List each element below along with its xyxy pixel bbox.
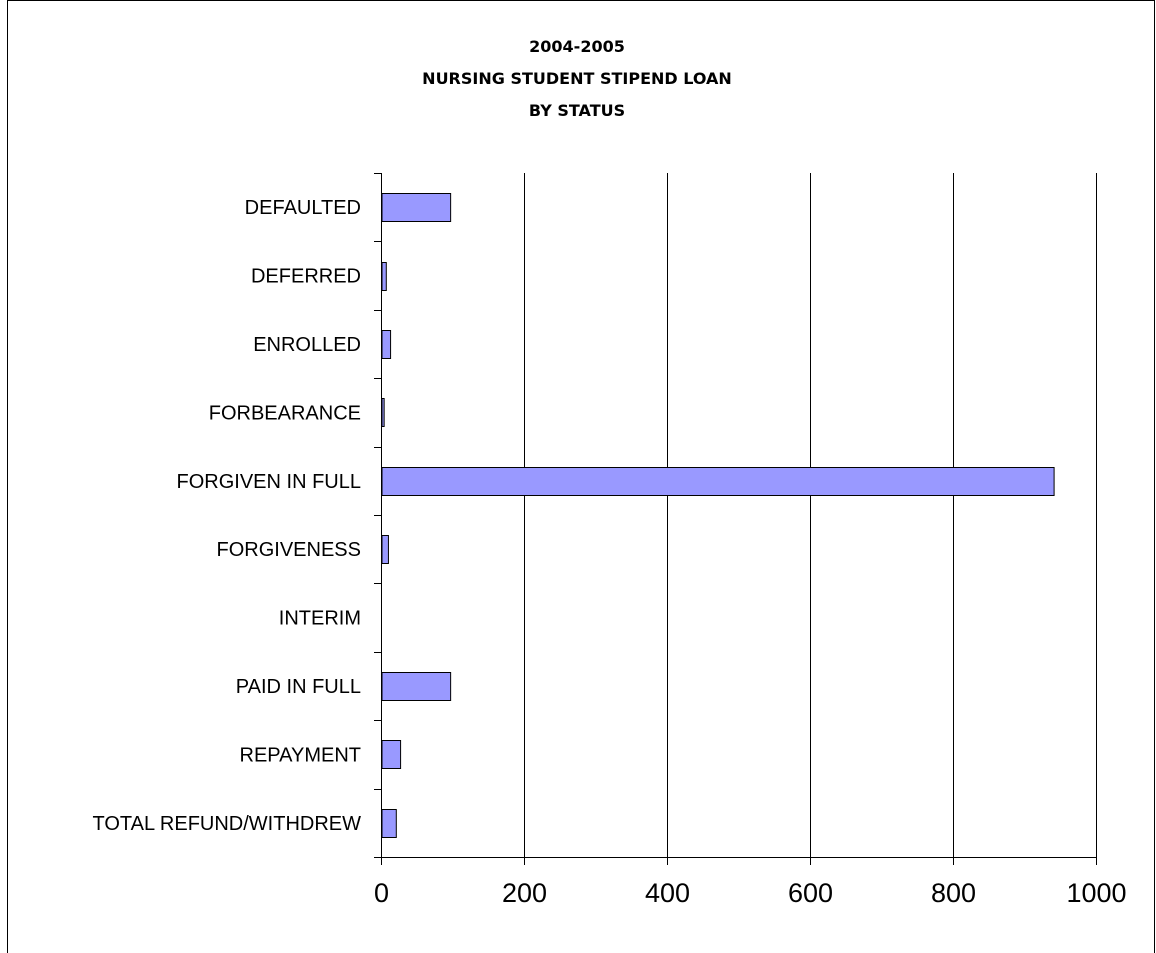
category-labels: DEFAULTED DEFERRED ENROLLED FORBEARANCE FORG… (92, 197, 361, 835)
x-tick-label-0: 0 (374, 878, 389, 908)
category-label-enrolled: ENROLLED (253, 334, 361, 356)
bar-forgiven-in-full (381, 467, 1055, 496)
axes (374, 173, 1097, 865)
bar-repayment (381, 740, 402, 769)
chart-title-line-2: NURSING STUDENT STIPEND LOAN (422, 69, 732, 88)
chart-frame (7, 0, 1155, 953)
bar-forgiveness (381, 535, 389, 564)
x-tick-label-400: 400 (645, 878, 690, 908)
x-tick-label-200: 200 (502, 878, 547, 908)
bar-defaulted (381, 193, 452, 222)
category-label-interim: INTERIM (279, 608, 361, 630)
category-label-deferred: DEFERRED (251, 266, 361, 288)
category-label-total-refund-withdrew: TOTAL REFUND/WITHDREW (92, 813, 361, 835)
category-label-forgiven-in-full: FORGIVEN IN FULL (177, 471, 361, 493)
tick-labels: 0 200 400 600 800 1000 (374, 878, 1127, 908)
gridlines (524, 173, 1097, 857)
x-tick-label-600: 600 (788, 878, 833, 908)
x-tick-label-800: 800 (931, 878, 976, 908)
chart-title-line-1: 2004-2005 (529, 37, 625, 56)
category-label-defaulted: DEFAULTED (245, 197, 361, 219)
category-label-forbearance: FORBEARANCE (209, 402, 361, 424)
category-label-forgiveness: FORGIVENESS (217, 539, 361, 561)
bar-deferred (381, 262, 387, 291)
bar-enrolled (381, 330, 392, 359)
x-tick-label-1000: 1000 (1066, 878, 1126, 908)
bar-forbearance (381, 398, 385, 427)
chart-title: 2004-2005 NURSING STUDENT STIPEND LOAN B… (422, 37, 732, 120)
category-label-repayment: REPAYMENT (240, 744, 362, 766)
chart-title-line-3: BY STATUS (529, 101, 625, 120)
bars (381, 193, 1055, 838)
bar-total-refund-withdrew (381, 809, 397, 838)
bar-paid-in-full (381, 672, 452, 701)
category-label-paid-in-full: PAID IN FULL (236, 676, 361, 698)
